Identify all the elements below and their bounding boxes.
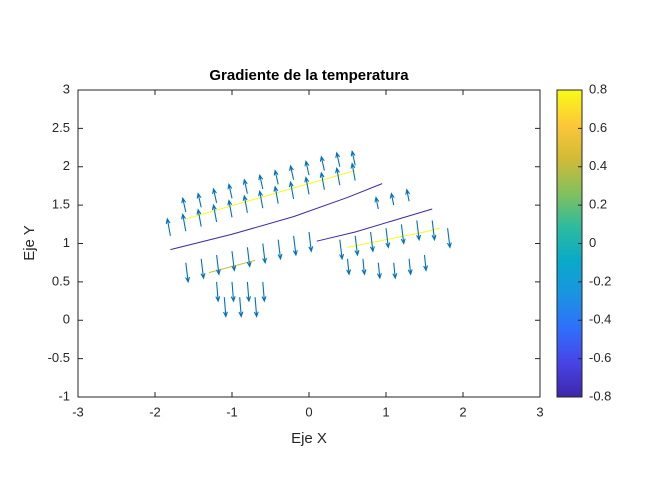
x-tick-label: -2 <box>149 404 161 419</box>
arrow <box>400 224 406 245</box>
colorbar-tick-label: 0.6 <box>589 120 607 135</box>
arrow <box>181 196 187 213</box>
arrow <box>196 192 202 208</box>
arrow <box>308 231 314 253</box>
arrow <box>335 166 341 186</box>
arrow <box>339 239 345 261</box>
arrow <box>319 171 325 190</box>
arrow <box>319 155 325 171</box>
y-tick-label: 0.5 <box>52 273 70 288</box>
arrow <box>258 189 264 209</box>
arrow <box>446 228 452 249</box>
arrow <box>262 243 268 265</box>
contour-line <box>347 227 441 248</box>
arrow <box>273 169 279 185</box>
arrow <box>385 228 391 249</box>
arrow <box>423 254 429 272</box>
arrow <box>405 188 411 202</box>
axes-box <box>77 89 541 398</box>
arrow <box>374 196 380 210</box>
arrow <box>392 262 398 280</box>
arrow <box>273 185 279 204</box>
arrow <box>304 159 310 176</box>
arrow <box>258 173 264 190</box>
x-tick-label: -3 <box>72 404 84 419</box>
y-tick-label: -0.5 <box>48 350 70 365</box>
x-tick-label: 0 <box>305 404 312 419</box>
colorbar-tick-label: -0.8 <box>589 388 611 403</box>
colorbar-tick-label: -0.2 <box>589 273 611 288</box>
colorbar-tick-label: 0.4 <box>589 158 607 173</box>
y-tick-label: 0 <box>63 312 70 327</box>
x-axis-label: Eje X <box>291 430 327 447</box>
arrow <box>261 281 267 303</box>
y-tick-label: 2.5 <box>52 120 70 135</box>
y-tick-label: 1 <box>63 235 70 250</box>
x-tick-label: 1 <box>382 404 389 419</box>
arrow <box>292 235 298 257</box>
y-tick-label: -1 <box>58 388 70 403</box>
arrow <box>227 199 233 218</box>
arrow <box>242 194 248 213</box>
x-tick-label: 3 <box>536 404 543 419</box>
arrow <box>288 180 295 200</box>
arrow <box>304 176 310 195</box>
y-tick-label: 3 <box>63 81 70 96</box>
arrow <box>227 183 233 199</box>
arrow <box>277 239 283 261</box>
x-tick-label: -1 <box>226 404 238 419</box>
colorbar <box>556 89 583 398</box>
arrow <box>196 208 202 227</box>
arrow <box>230 281 236 303</box>
arrow <box>223 297 228 318</box>
arrow <box>350 162 356 181</box>
colorbar-tick-label: -0.6 <box>589 350 611 365</box>
arrow <box>246 247 252 268</box>
arrow <box>361 258 367 276</box>
arrow <box>389 192 395 206</box>
arrow <box>181 212 187 232</box>
chart-title: Gradiente de la temperatura <box>209 67 409 84</box>
arrow <box>200 258 206 280</box>
arrow <box>215 281 221 303</box>
arrow <box>211 203 218 223</box>
arrow <box>335 151 341 167</box>
contour-line <box>170 183 383 251</box>
arrow <box>289 164 295 180</box>
y-axis-label: Eje Y <box>21 225 38 261</box>
arrow <box>215 254 221 276</box>
arrow <box>185 262 191 284</box>
arrow <box>242 178 248 194</box>
x-tick-label: 2 <box>459 404 466 419</box>
y-tick-label: 2 <box>63 158 70 173</box>
arrow <box>354 235 360 257</box>
arrow <box>253 297 259 318</box>
arrow <box>246 281 252 303</box>
arrow <box>376 262 382 280</box>
arrow <box>346 258 352 276</box>
arrow <box>369 231 375 253</box>
arrow <box>231 251 237 272</box>
colorbar-tick-label: 0.2 <box>589 197 607 212</box>
colorbar-tick-label: 0.8 <box>589 81 607 96</box>
contour-line <box>316 208 433 242</box>
arrow <box>416 220 422 242</box>
arrow <box>350 150 356 166</box>
arrow <box>165 217 171 236</box>
y-tick-label: 1.5 <box>52 197 70 212</box>
arrow <box>238 297 244 318</box>
contour-line <box>185 170 356 220</box>
colorbar-tick-label: 0 <box>589 235 596 250</box>
arrow <box>431 220 437 242</box>
arrow <box>407 258 413 276</box>
arrow <box>212 187 218 203</box>
colorbar-tick-label: -0.4 <box>589 312 611 327</box>
